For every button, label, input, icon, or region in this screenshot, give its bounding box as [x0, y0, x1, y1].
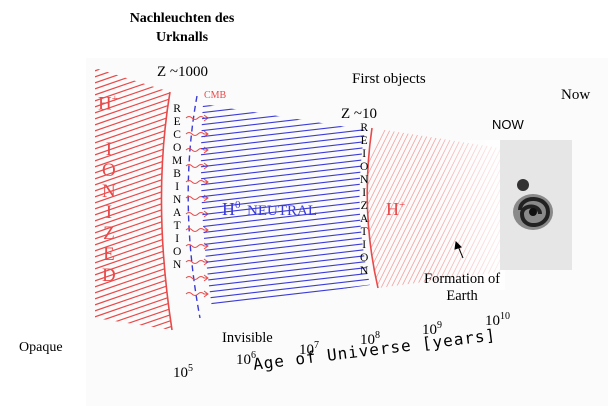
recombination-boundary-curve: [160, 91, 173, 331]
vertical-letter: E: [103, 244, 115, 265]
vertical-letter: C: [173, 129, 181, 141]
vertical-letter: B: [173, 168, 181, 180]
opaque-label: Opaque: [19, 340, 63, 355]
now-label: Now: [561, 87, 591, 103]
vertical-letter: T: [173, 220, 181, 232]
vertical-letter: E: [360, 135, 368, 147]
vertical-letter: I: [362, 187, 367, 199]
tick-label: 107: [299, 340, 319, 358]
title: Nachleuchten des Urknalls: [129, 11, 235, 45]
vertical-letter: O: [360, 252, 369, 264]
neutral-h0-label: H0 NEUTRAL: [222, 199, 317, 219]
formation-arrow: [454, 240, 464, 259]
vertical-letter: N: [172, 259, 182, 271]
ionized-h-plus: H+: [98, 93, 118, 115]
vertical-letter: N: [360, 174, 369, 186]
vertical-letter: A: [172, 207, 182, 219]
invisible-label: Invisible: [222, 330, 273, 346]
formation-of-earth-label: Formation of Earth: [424, 271, 501, 304]
vertical-letter: I: [362, 148, 367, 160]
vertical-letter: I: [175, 181, 180, 193]
vertical-letter: N: [172, 194, 182, 206]
vertical-letter: O: [172, 246, 182, 258]
vertical-letter: O: [172, 142, 182, 154]
vertical-letter: N: [360, 265, 369, 277]
reionized-h-plus: H+: [386, 199, 406, 219]
vertical-letter: N: [102, 181, 116, 202]
tick-label: 109: [422, 320, 442, 338]
vertical-letter: O: [102, 160, 116, 181]
z-10-label: Z ~10: [341, 106, 378, 122]
tick-label: 1010: [485, 311, 510, 329]
z-1000-label: Z ~1000: [157, 64, 209, 80]
vertical-letter: I: [362, 239, 367, 251]
vertical-letter: M: [172, 155, 183, 167]
cmb-dashed-curve: [187, 95, 201, 319]
vertical-letter: R: [173, 103, 181, 115]
vertical-letter: I: [105, 139, 113, 160]
reionized-fade: [430, 140, 505, 290]
vertical-letter: E: [173, 116, 181, 128]
vertical-letter: R: [360, 122, 368, 134]
vertical-letter: D: [102, 265, 116, 286]
vertical-letter: I: [175, 233, 180, 245]
tick-label: 106: [236, 350, 256, 368]
vertical-letter: T: [360, 226, 368, 238]
vertical-letter: Z: [360, 200, 368, 212]
reionization-boundary-curve: [366, 127, 379, 289]
now-caps-label: NOW: [492, 117, 524, 132]
galaxy-image: [500, 140, 572, 270]
vertical-letter: O: [360, 161, 369, 173]
tick-label: 108: [360, 330, 380, 348]
tick-label: 105: [173, 363, 193, 381]
vertical-letter: Z: [103, 223, 115, 244]
vertical-letter: A: [360, 213, 369, 225]
cmb-label: CMB: [204, 90, 227, 101]
vertical-letter: I: [105, 202, 113, 223]
first-objects-label: First objects: [352, 71, 426, 87]
